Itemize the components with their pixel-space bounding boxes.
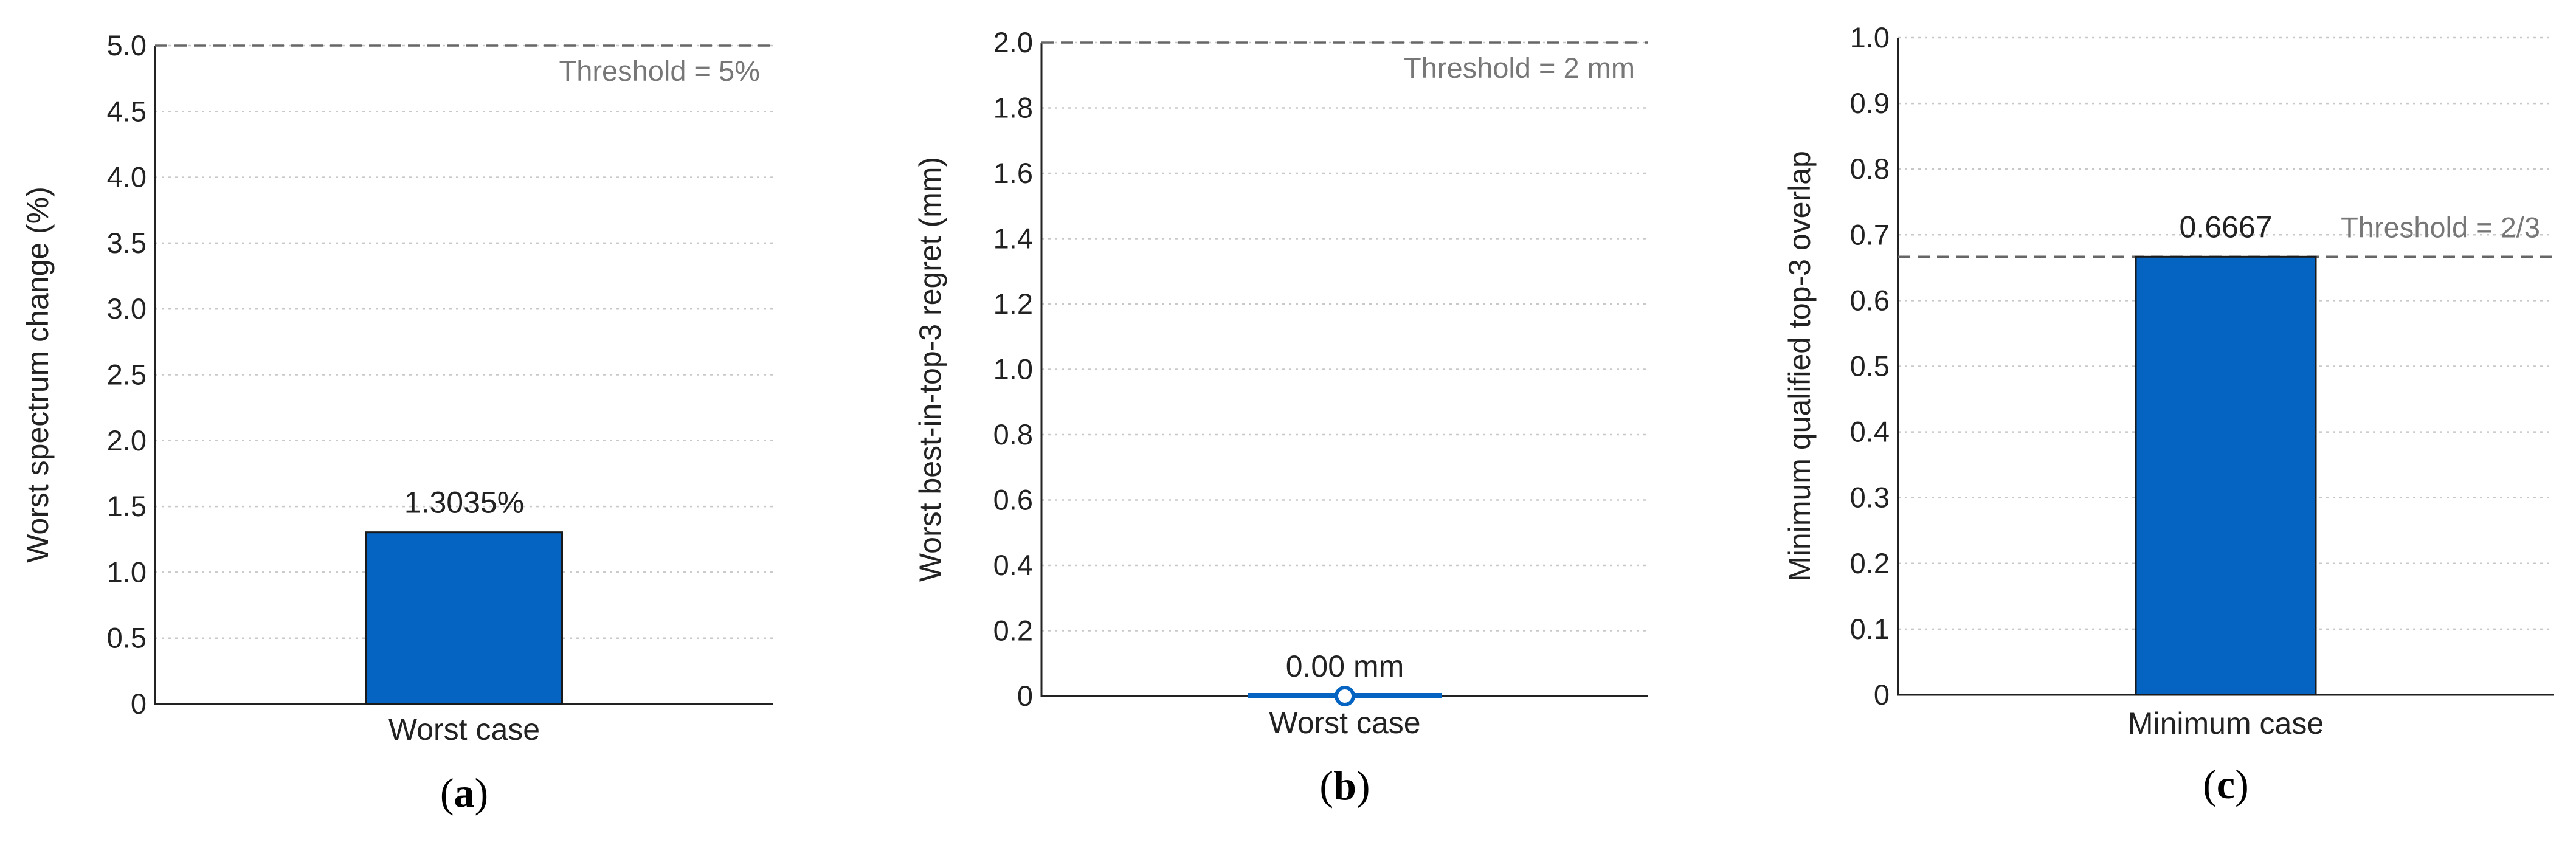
panel-label-close: ) [1356, 762, 1370, 809]
y-tick-label: 5.0 [107, 29, 147, 61]
data-label: 1.3035% [404, 486, 524, 520]
panel-label-open: ( [1319, 762, 1333, 809]
y-tick-label: 0.5 [107, 622, 147, 654]
panel-label: (c) [2203, 761, 2249, 807]
threshold-label: Threshold = 2/3 [2341, 211, 2540, 243]
y-tick-label: 0.1 [1850, 613, 1890, 645]
chart-panel-c: 0 0.1 0.2 0.3 0.4 0.5 0.6 0.7 0.8 0.9 1.0 Threshold… [1783, 21, 2554, 807]
y-tick-label: 2.0 [107, 424, 147, 457]
panel-label: (b) [1319, 762, 1370, 809]
y-tick-label: 3.5 [107, 227, 147, 259]
chart-panel-b: 0 0.2 0.4 0.6 0.8 1.0 1.2 1.4 1.6 1.8 2.0 Threshold… [913, 26, 1648, 809]
y-tick-label: 0.4 [993, 549, 1033, 581]
y-tick-label: 1.2 [993, 288, 1033, 320]
y-tick-label: 2.5 [107, 359, 147, 391]
data-point-marker [1335, 686, 1355, 706]
y-tick-label: 3.0 [107, 292, 147, 325]
panel-label-letter: b [1333, 762, 1356, 809]
panel-label-close: ) [475, 770, 489, 816]
panel-label-open: ( [2203, 761, 2217, 807]
panel-label-close: ) [2235, 761, 2249, 807]
data-label: 0.00 mm [1286, 649, 1404, 683]
panel-label-letter: a [454, 770, 475, 816]
axes [1040, 43, 1648, 697]
y-axis-label: Worst spectrum change (%) [21, 187, 55, 563]
bar [2135, 255, 2317, 696]
y-tick-label: 0.7 [1850, 218, 1890, 250]
bar [365, 531, 563, 705]
data-label: 0.6667 [2180, 210, 2273, 244]
x-tick-label: Minimum case [2128, 706, 2324, 740]
y-tick-label: 1.0 [107, 556, 147, 588]
y-tick-label: 0.2 [1850, 547, 1890, 579]
y-axis-label: Minimum qualified top-3 overlap [1783, 151, 1817, 582]
panel-label-open: ( [440, 770, 454, 816]
y-tick-label: 0.9 [1850, 87, 1890, 119]
y-tick-label: 0 [131, 688, 147, 720]
y-tick-label: 0.6 [993, 484, 1033, 516]
y-axis-label: Worst best-in-top-3 regret (mm) [913, 157, 947, 582]
y-tick-label: 0.3 [1850, 481, 1890, 514]
y-tick-label: 1.4 [993, 222, 1033, 255]
panel-label-letter: c [2217, 761, 2235, 807]
y-tick-label: 4.0 [107, 161, 147, 193]
y-tick-label: 0.6 [1850, 284, 1890, 316]
y-tick-label: 2.0 [993, 26, 1033, 58]
panel-label: (a) [440, 770, 488, 816]
x-tick-label: Worst case [388, 712, 540, 747]
y-tick-label: 0.8 [993, 418, 1033, 450]
axes [154, 46, 773, 705]
chart-panel-a: 0 0.5 1.0 1.5 2.0 2.5 3.0 3.5 4.0 4.5 5.0 Threshold… [21, 29, 773, 816]
y-tick-label: 1.0 [1850, 21, 1890, 53]
threshold-label: Threshold = 5% [559, 55, 761, 87]
y-tick-label: 0.2 [993, 615, 1033, 647]
y-tick-label: 1.8 [993, 92, 1033, 124]
y-tick-label: 0.5 [1850, 350, 1890, 382]
y-tick-label: 4.5 [107, 95, 147, 127]
y-tick-label: 0.8 [1850, 153, 1890, 185]
y-tick-label: 1.5 [107, 490, 147, 522]
y-tick-label: 0.4 [1850, 416, 1890, 448]
y-tick-label: 0 [1874, 678, 1890, 711]
y-tick-label: 1.6 [993, 157, 1033, 189]
threshold-label: Threshold = 2 mm [1404, 52, 1635, 84]
y-tick-label: 0 [1017, 680, 1033, 712]
x-tick-label: Worst case [1269, 706, 1420, 740]
y-tick-label: 1.0 [993, 353, 1033, 385]
